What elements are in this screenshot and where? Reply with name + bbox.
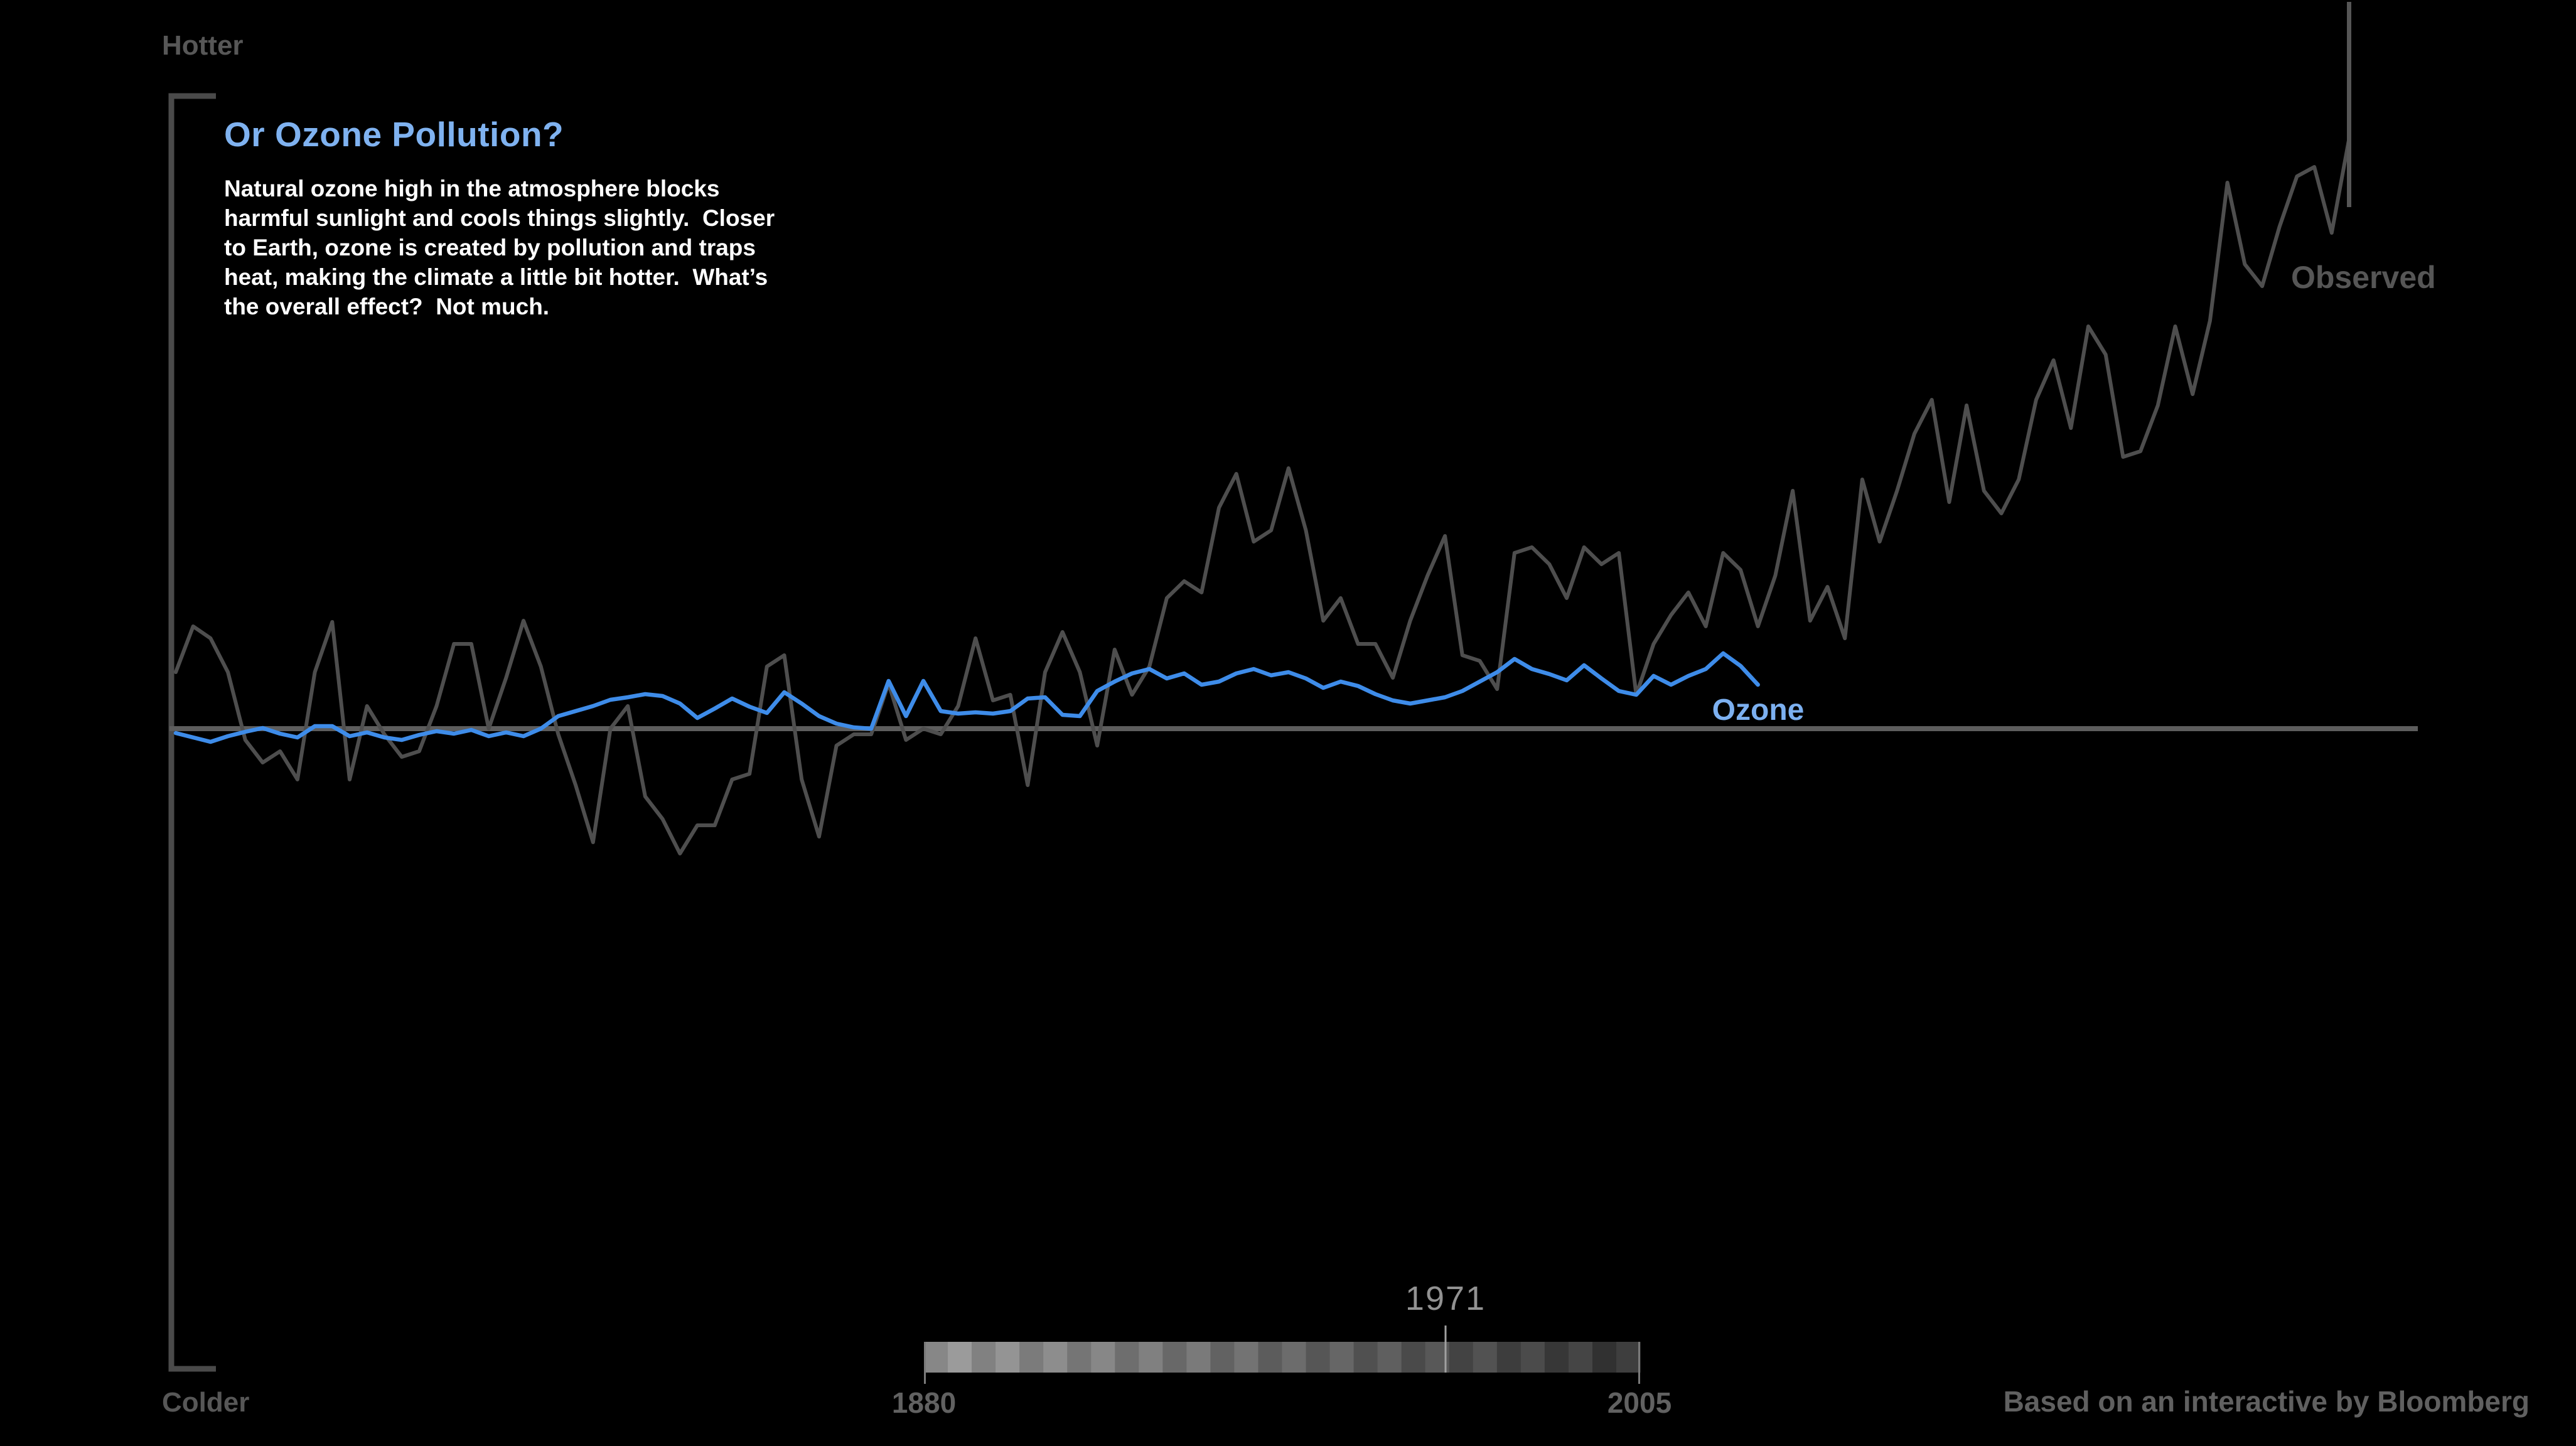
scrubber-stripe[interactable] — [1473, 1342, 1498, 1373]
scrubber-stripe[interactable] — [948, 1342, 972, 1373]
scrubber-stripe[interactable] — [1282, 1342, 1307, 1373]
scrubber-stripe[interactable] — [1329, 1342, 1355, 1373]
source-credit: Based on an interactive by Bloomberg — [2003, 1385, 2530, 1418]
scrubber-stripe[interactable] — [1162, 1342, 1187, 1373]
observed-line — [174, 137, 2351, 855]
scrubber-stripe[interactable] — [972, 1342, 996, 1373]
scrubber-stripe[interactable] — [924, 1342, 948, 1373]
timeline-start-year: 1880 — [891, 1386, 957, 1419]
y-axis-bracket — [168, 93, 216, 1372]
scrubber-stripe[interactable] — [1377, 1342, 1402, 1373]
scrubber-stripe[interactable] — [1592, 1342, 1617, 1373]
page-title: Or Ozone Pollution? — [224, 115, 564, 154]
scrubber-stripe[interactable] — [1186, 1342, 1211, 1373]
scrubber-stripe[interactable] — [1496, 1342, 1521, 1373]
scrubber-stripe[interactable] — [1019, 1342, 1044, 1373]
colder-axis-label: Colder — [162, 1387, 250, 1418]
timeline-scrubber[interactable] — [924, 1342, 1641, 1373]
scrubber-stripe[interactable] — [1568, 1342, 1593, 1373]
scrubber-stripe[interactable] — [1091, 1342, 1115, 1373]
scrubber-stripe[interactable] — [1306, 1342, 1331, 1373]
scrubber-stripe[interactable] — [996, 1342, 1020, 1373]
ozone-line — [173, 651, 1760, 744]
description-text: Natural ozone high in the atmosphere blo… — [224, 176, 775, 319]
scrubber-stripe[interactable] — [1234, 1342, 1258, 1373]
scrubber-stripe[interactable] — [1544, 1342, 1569, 1373]
ozone-series-label: Ozone — [1712, 694, 1805, 727]
scrubber-stripe[interactable] — [1449, 1342, 1474, 1373]
scrubber-stripe[interactable] — [1067, 1342, 1092, 1373]
scrubber-stripe[interactable] — [1258, 1342, 1282, 1373]
scrubber-stripe[interactable] — [1401, 1342, 1426, 1373]
hotter-axis-label: Hotter — [162, 30, 244, 61]
scrubber-stripe[interactable] — [1353, 1342, 1378, 1373]
scrubber-stripe[interactable] — [1210, 1342, 1235, 1373]
timeline-current-year: 1971 — [1405, 1280, 1486, 1317]
scrubber-stripe[interactable] — [1616, 1342, 1641, 1373]
observed-series-label: Observed — [2291, 260, 2436, 295]
scrubber-stripe[interactable] — [1139, 1342, 1163, 1373]
scrubber-stripe[interactable] — [1043, 1342, 1068, 1373]
scrubber-stripe[interactable] — [1520, 1342, 1545, 1373]
scrubber-stripe[interactable] — [1115, 1342, 1139, 1373]
timeline-end-year: 2005 — [1607, 1386, 1672, 1419]
